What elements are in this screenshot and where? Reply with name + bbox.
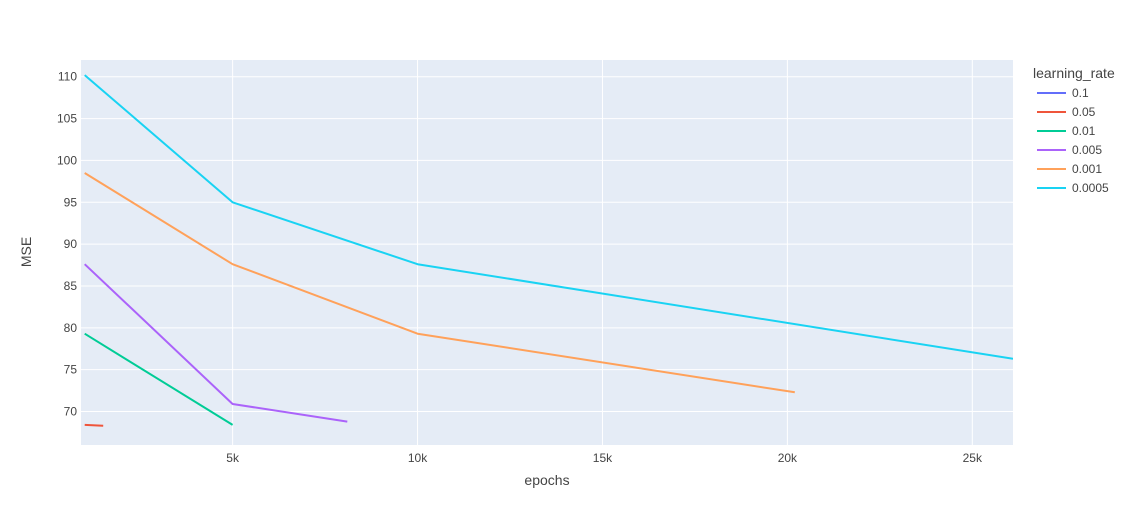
y-tick-label: 90 bbox=[64, 237, 78, 251]
x-tick-label: 15k bbox=[593, 451, 613, 465]
legend-entry: 0.1 bbox=[1072, 86, 1089, 100]
x-tick-label: 25k bbox=[963, 451, 983, 465]
series-line-0.001 bbox=[84, 172, 795, 394]
y-tick-label: 80 bbox=[64, 321, 78, 335]
series-line-0.01 bbox=[84, 332, 234, 426]
y-tick-label: 85 bbox=[64, 279, 78, 293]
x-axis-title: epochs bbox=[524, 472, 569, 488]
y-axis-title: MSE bbox=[18, 237, 34, 267]
x-tick-label: 10k bbox=[408, 451, 428, 465]
y-tick-label: 105 bbox=[57, 112, 77, 126]
y-tick-label: 95 bbox=[64, 195, 78, 209]
y-tick-label: 110 bbox=[58, 70, 77, 84]
y-tick-label: 100 bbox=[57, 153, 77, 167]
y-tick-labels: 70 75 80 85 90 95 100 105 110 bbox=[57, 70, 77, 419]
y-tick-label: 70 bbox=[64, 405, 78, 419]
y-tick-label: 75 bbox=[64, 363, 78, 377]
legend-entry: 0.01 bbox=[1072, 124, 1096, 138]
x-tick-labels: 5k 10k 15k 20k 25k bbox=[226, 451, 983, 465]
legend-entry: 0.0005 bbox=[1072, 181, 1109, 195]
series-line-0.005 bbox=[84, 263, 348, 423]
series-line-0.0005 bbox=[84, 74, 1013, 360]
legend: learning_rate 0.1 0.05 0.01 0.005 0.001 0.000… bbox=[1033, 65, 1115, 195]
x-tick-label: 20k bbox=[778, 451, 798, 465]
legend-entry: 0.05 bbox=[1072, 105, 1096, 119]
legend-entry: 0.005 bbox=[1072, 143, 1102, 157]
legend-entry: 0.001 bbox=[1072, 162, 1102, 176]
grid-layer bbox=[81, 60, 1013, 445]
x-tick-label: 5k bbox=[226, 451, 240, 465]
plot-background bbox=[81, 60, 1013, 445]
series-layer bbox=[84, 74, 1013, 427]
series-line-0.05 bbox=[84, 423, 104, 427]
legend-title: learning_rate bbox=[1033, 65, 1115, 81]
legend-items: 0.1 0.05 0.01 0.005 0.001 0.0005 bbox=[1037, 86, 1109, 195]
